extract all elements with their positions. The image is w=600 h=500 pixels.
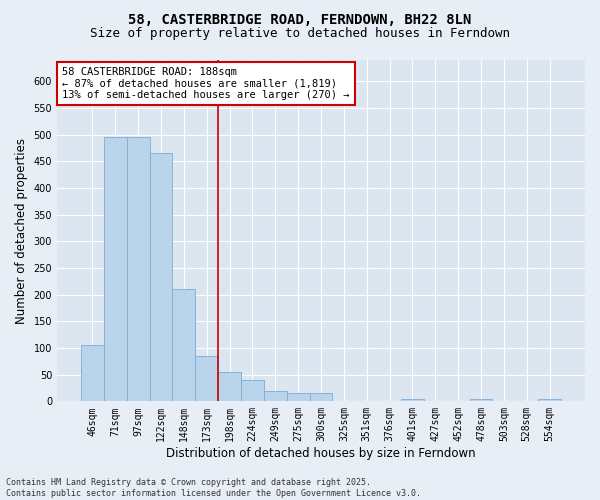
Bar: [401, 398, 424, 402]
Bar: [196, 356, 218, 402]
Bar: [538, 398, 561, 402]
Bar: [264, 390, 287, 402]
X-axis label: Distribution of detached houses by size in Ferndown: Distribution of detached houses by size …: [166, 447, 476, 460]
Bar: [104, 138, 127, 402]
Bar: [81, 346, 104, 402]
Bar: [218, 372, 241, 402]
Text: Contains HM Land Registry data © Crown copyright and database right 2025.
Contai: Contains HM Land Registry data © Crown c…: [6, 478, 421, 498]
Bar: [287, 394, 310, 402]
Bar: [172, 290, 196, 402]
Text: 58, CASTERBRIDGE ROAD, FERNDOWN, BH22 8LN: 58, CASTERBRIDGE ROAD, FERNDOWN, BH22 8L…: [128, 12, 472, 26]
Bar: [241, 380, 264, 402]
Bar: [470, 398, 493, 402]
Y-axis label: Number of detached properties: Number of detached properties: [15, 138, 28, 324]
Bar: [127, 138, 149, 402]
Bar: [310, 394, 332, 402]
Text: 58 CASTERBRIDGE ROAD: 188sqm
← 87% of detached houses are smaller (1,819)
13% of: 58 CASTERBRIDGE ROAD: 188sqm ← 87% of de…: [62, 67, 350, 100]
Text: Size of property relative to detached houses in Ferndown: Size of property relative to detached ho…: [90, 28, 510, 40]
Bar: [149, 154, 172, 402]
